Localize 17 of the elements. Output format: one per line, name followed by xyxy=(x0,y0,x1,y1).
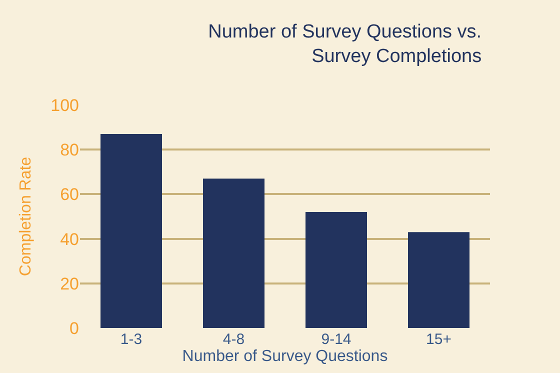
bar xyxy=(100,134,162,328)
y-tick-label: 60 xyxy=(60,185,79,204)
x-tick-label: 1-3 xyxy=(120,331,142,348)
y-tick-label: 0 xyxy=(70,318,79,338)
bar xyxy=(306,212,367,328)
y-tick-label: 100 xyxy=(50,96,79,115)
x-tick-label: 4-8 xyxy=(222,331,245,348)
bar xyxy=(203,178,264,328)
y-tick-label: 40 xyxy=(60,230,79,249)
y-tick-label: 20 xyxy=(60,274,79,294)
chart-title: Number of Survey Questions vs. Survey Completions xyxy=(208,21,482,67)
y-axis-title: Completion Rate xyxy=(18,156,35,276)
x-tick-label: 9-14 xyxy=(321,331,352,348)
bar xyxy=(408,232,470,328)
x-tick-label: 15+ xyxy=(426,331,452,348)
y-tick-label: 80 xyxy=(60,140,79,160)
x-axis-title: Number of Survey Questions xyxy=(182,348,388,365)
